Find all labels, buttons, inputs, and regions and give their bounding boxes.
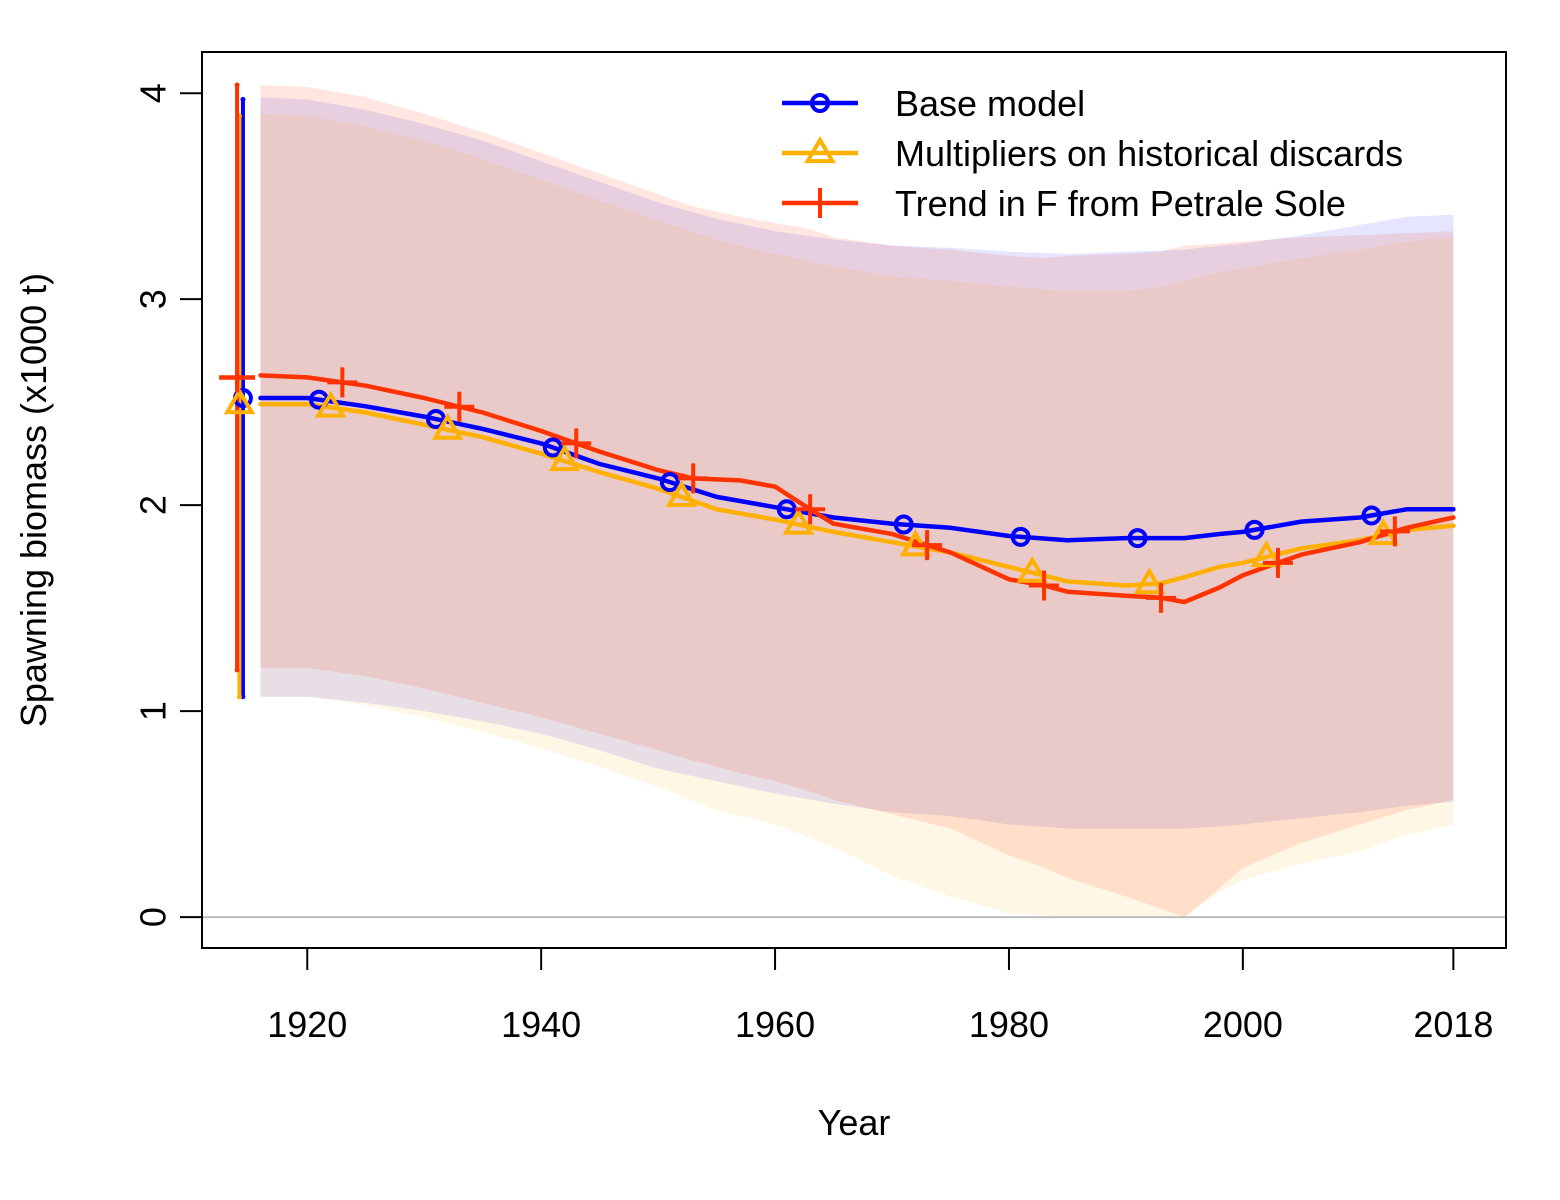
- initial-interval-cap-lower-1: [240, 694, 246, 700]
- series-line-2: [258, 401, 1456, 588]
- series-marker-1-10: [1361, 505, 1382, 526]
- series-marker-3-8: [1146, 582, 1176, 613]
- series-marker-1-3: [542, 437, 563, 458]
- series-marker-1-2: [425, 409, 446, 430]
- x-tick-label-1980: 1980: [969, 1004, 1049, 1045]
- x-tick-label-1960: 1960: [735, 1004, 815, 1045]
- legend-marker-3: [805, 188, 835, 218]
- x-tick-label-1940: 1940: [501, 1004, 581, 1045]
- y-tick-label-1: 1: [133, 701, 174, 721]
- y-tick-label-2: 2: [133, 495, 174, 515]
- series-marker-1-4: [659, 472, 680, 493]
- series-marker-3-1: [327, 367, 358, 398]
- initial-interval-cap-lower-3: [234, 667, 240, 673]
- series-marker-2-3: [548, 444, 581, 472]
- y-tick-label-3: 3: [133, 289, 174, 309]
- legend-label-1: Base model: [895, 83, 1085, 124]
- uncertainty-band-3: [260, 85, 1454, 918]
- legend-label-3: Trend in F from Petrale Sole: [895, 183, 1346, 224]
- series-marker-1-8: [1127, 528, 1148, 549]
- initial-interval-cap-upper-1: [240, 96, 246, 102]
- initial-interval-cap-upper-3: [234, 82, 240, 88]
- series-marker-2-1: [314, 390, 347, 418]
- uncertainty-band-1: [260, 97, 1454, 829]
- x-tick-label-1920: 1920: [267, 1004, 347, 1045]
- legend: Base model Multipliers on historical disc…: [782, 83, 1403, 224]
- initial-interval-cap-lower-2: [236, 694, 242, 700]
- legend-marker-1: [810, 93, 830, 113]
- x-tick-label-2018: 2018: [1413, 1004, 1493, 1045]
- series-marker-3-2: [444, 391, 475, 422]
- series-marker-1-9: [1244, 519, 1265, 540]
- uncertainty-band-2: [260, 113, 1454, 918]
- legend-label-2: Multipliers on historical discards: [895, 133, 1403, 174]
- series-marker-2-5: [782, 507, 815, 535]
- uncertainty-bands: [260, 85, 1454, 918]
- series-marker-2-2: [431, 412, 464, 440]
- series-marker-3-6: [912, 530, 943, 561]
- series-marker-3-5: [795, 494, 826, 525]
- y-axis-label: Spawning biomass (x1000 t): [13, 273, 54, 727]
- y-tick-label-0: 0: [133, 907, 174, 927]
- series-marker-2-7: [1016, 555, 1049, 583]
- series-marker-3-3: [561, 428, 592, 459]
- legend-marker-2: [804, 136, 836, 164]
- series-marker-3-10: [1379, 516, 1410, 547]
- series-marker-1-5: [776, 499, 797, 520]
- series-marker-3-4: [678, 463, 709, 494]
- series-marker-1-7: [1010, 526, 1031, 547]
- series-marker-2-4: [665, 479, 698, 507]
- x-tick-label-2000: 2000: [1203, 1004, 1283, 1045]
- series-markers: [219, 362, 1410, 613]
- series-marker-2-9: [1250, 540, 1283, 568]
- series-marker-2-8: [1133, 567, 1166, 595]
- x-axis-label: Year: [818, 1102, 891, 1143]
- initial-marker-2: [223, 387, 256, 415]
- series-marker-1-6: [893, 514, 914, 535]
- series-marker-3-7: [1029, 570, 1060, 601]
- x-axis: 1920 1940 1960 1980 2000 2018: [267, 947, 1493, 1045]
- y-tick-label-4: 4: [133, 83, 174, 103]
- series-marker-3-9: [1262, 547, 1293, 578]
- series-line-3: [258, 373, 1456, 605]
- y-axis: 0 1 2 3 4: [133, 83, 203, 927]
